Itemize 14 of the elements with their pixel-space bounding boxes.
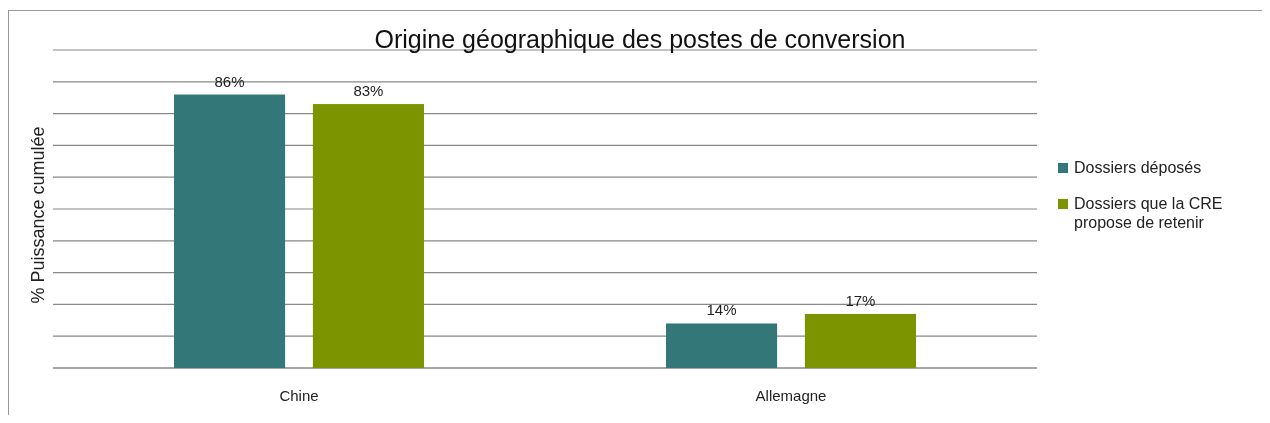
bar [666, 323, 778, 368]
data-label: 83% [353, 82, 384, 100]
legend-label: Dossiers déposés [1074, 159, 1202, 176]
legend-label: Dossiers que la CRE propose de retenir [1074, 195, 1223, 231]
bar [312, 104, 424, 368]
x-tick-label: Chine [279, 387, 319, 404]
y-axis-title: % Puissance cumulée [28, 126, 48, 304]
data-label: 14% [706, 301, 737, 319]
chart-title: Origine géographique des postes de conversion [374, 25, 906, 53]
data-label: 17% [845, 291, 876, 309]
bar [804, 313, 916, 368]
data-label: 86% [214, 72, 245, 90]
bar [174, 94, 286, 368]
x-tick-label: Allemagne [755, 387, 827, 404]
